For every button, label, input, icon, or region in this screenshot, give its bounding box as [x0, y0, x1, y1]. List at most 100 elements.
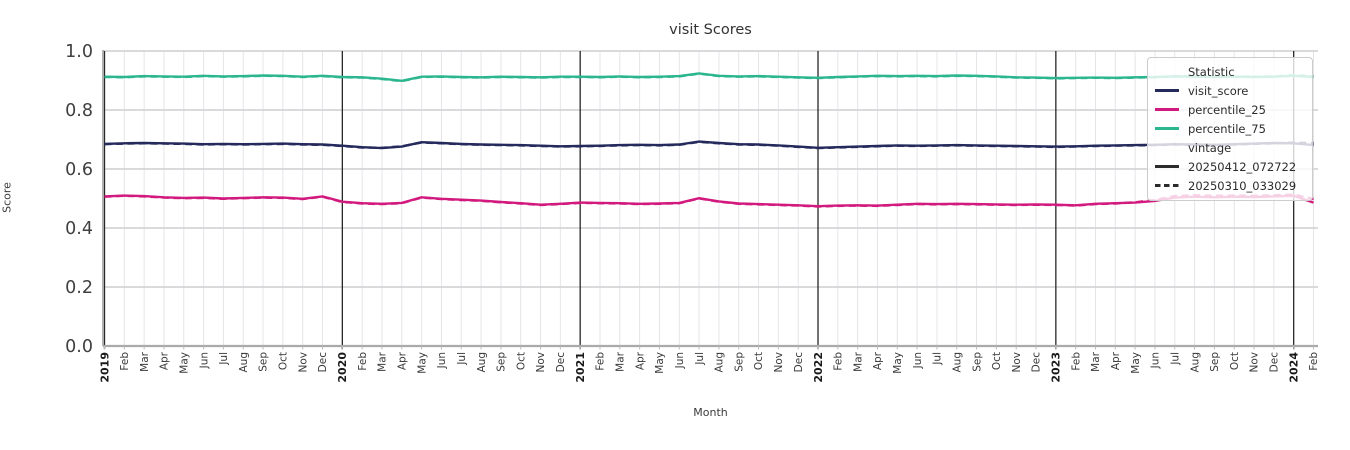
legend-item-percentile_75: percentile_75: [1154, 119, 1304, 138]
series-line-percentile_75-20250412_072722: [104, 72, 1314, 83]
score-gridlines: [103, 50, 1318, 288]
svg-text:Dec: Dec: [317, 352, 329, 373]
svg-text:Aug: Aug: [476, 352, 488, 373]
svg-text:Feb: Feb: [595, 352, 607, 371]
legend-title: Statistic: [1188, 64, 1235, 79]
svg-text:2022: 2022: [812, 352, 825, 383]
svg-text:Feb: Feb: [833, 352, 845, 371]
svg-text:Oct: Oct: [278, 352, 290, 370]
svg-text:0.8: 0.8: [65, 101, 93, 121]
legend-item-percentile_25: percentile_25: [1154, 100, 1304, 119]
legend-label: 20250310_033029: [1188, 178, 1297, 193]
legend-label: percentile_25: [1188, 102, 1266, 117]
legend-swatch: [1154, 176, 1180, 195]
svg-text:Mar: Mar: [377, 351, 389, 371]
svg-text:Apr: Apr: [396, 351, 408, 370]
svg-text:1.0: 1.0: [65, 42, 93, 62]
svg-text:2024: 2024: [1288, 352, 1301, 383]
series-line-visit_score-20250412_072722: [104, 140, 1314, 150]
series-line-percentile_25-20250412_072722: [104, 194, 1314, 208]
legend-swatch-line: [1155, 184, 1179, 187]
svg-text:Nov: Nov: [1249, 352, 1261, 373]
svg-text:Jul: Jul: [1169, 352, 1181, 366]
svg-text:0.4: 0.4: [65, 219, 93, 239]
svg-text:Jul: Jul: [218, 352, 230, 366]
svg-text:0.0: 0.0: [65, 337, 93, 357]
svg-text:0.6: 0.6: [65, 160, 93, 180]
svg-text:Dec: Dec: [1031, 352, 1043, 373]
svg-text:Oct: Oct: [991, 352, 1003, 370]
legend-swatch: [1154, 81, 1180, 100]
svg-text:Jun: Jun: [1150, 352, 1162, 369]
legend-vintage-20250412_072722: 20250412_072722: [1154, 157, 1304, 176]
legend-swatch: [1154, 100, 1180, 119]
svg-text:2023: 2023: [1050, 352, 1063, 383]
svg-text:Apr: Apr: [872, 351, 884, 370]
svg-text:May: May: [1130, 352, 1142, 374]
svg-text:0.2: 0.2: [65, 278, 93, 298]
svg-text:Feb: Feb: [119, 352, 131, 371]
svg-text:Mar: Mar: [852, 351, 864, 371]
svg-text:Jun: Jun: [912, 352, 924, 369]
svg-text:Mar: Mar: [139, 351, 151, 371]
svg-text:Nov: Nov: [297, 352, 309, 373]
svg-text:Aug: Aug: [1189, 352, 1201, 373]
svg-text:Jul: Jul: [694, 352, 706, 366]
svg-text:2021: 2021: [574, 352, 587, 383]
svg-text:May: May: [178, 352, 190, 374]
svg-text:Feb: Feb: [1070, 352, 1082, 371]
svg-text:Apr: Apr: [1110, 351, 1122, 370]
svg-text:May: May: [892, 352, 904, 374]
svg-text:Nov: Nov: [773, 352, 785, 373]
svg-text:May: May: [654, 352, 666, 374]
svg-text:Nov: Nov: [1011, 352, 1023, 373]
svg-text:Oct: Oct: [1229, 352, 1241, 370]
x-axis-label: Month: [693, 406, 728, 419]
svg-text:Jun: Jun: [436, 352, 448, 369]
svg-text:May: May: [416, 352, 428, 374]
svg-text:Jul: Jul: [932, 352, 944, 366]
svg-text:Mar: Mar: [1090, 351, 1102, 371]
legend-vintages: 20250412_072722 20250310_033029: [1154, 157, 1304, 195]
legend-label: 20250412_072722: [1188, 159, 1297, 174]
legend-swatch-line: [1155, 127, 1179, 130]
legend-swatch-line: [1155, 89, 1179, 92]
svg-text:Jul: Jul: [456, 352, 468, 366]
x-tick-labels: 2019 Feb Mar Apr May Jun Jul Aug Sep Oct Nov Dec 202…: [98, 351, 1320, 382]
svg-text:Dec: Dec: [555, 352, 567, 373]
svg-text:Sep: Sep: [1209, 352, 1221, 372]
legend-vintage-20250310_033029: 20250310_033029: [1154, 176, 1304, 195]
legend-swatch: [1154, 157, 1180, 176]
svg-text:Feb: Feb: [1308, 352, 1320, 371]
svg-text:Oct: Oct: [753, 352, 765, 370]
legend-item-visit_score: visit_score: [1154, 81, 1304, 100]
svg-text:Dec: Dec: [1269, 352, 1281, 373]
month-gridlines: [123, 51, 1314, 346]
chart-title: visit Scores: [669, 22, 752, 38]
svg-text:Jun: Jun: [198, 352, 210, 369]
svg-text:Sep: Sep: [733, 352, 745, 372]
legend-subtitle: vintage: [1188, 140, 1232, 155]
y-tick-labels: 0.0 0.2 0.4 0.6 0.8 1.0: [65, 42, 93, 357]
svg-text:Feb: Feb: [357, 352, 369, 371]
x-tick-marks: [104, 346, 1314, 350]
svg-text:Sep: Sep: [496, 352, 508, 372]
legend-swatch: [1154, 119, 1180, 138]
svg-text:Oct: Oct: [515, 352, 527, 370]
svg-text:Nov: Nov: [535, 352, 547, 373]
legend-swatch-line: [1155, 165, 1179, 168]
svg-text:Apr: Apr: [159, 351, 171, 370]
legend-statistics: visit_score percentile_25 percentile_75: [1154, 81, 1304, 138]
svg-text:Apr: Apr: [634, 351, 646, 370]
svg-text:Dec: Dec: [793, 352, 805, 373]
legend-swatch-line: [1155, 108, 1179, 111]
svg-text:Aug: Aug: [951, 352, 963, 373]
svg-text:Aug: Aug: [238, 352, 250, 373]
svg-text:Aug: Aug: [714, 352, 726, 373]
svg-text:2020: 2020: [336, 352, 349, 383]
svg-text:Sep: Sep: [971, 352, 983, 372]
legend-label: percentile_75: [1188, 121, 1266, 136]
